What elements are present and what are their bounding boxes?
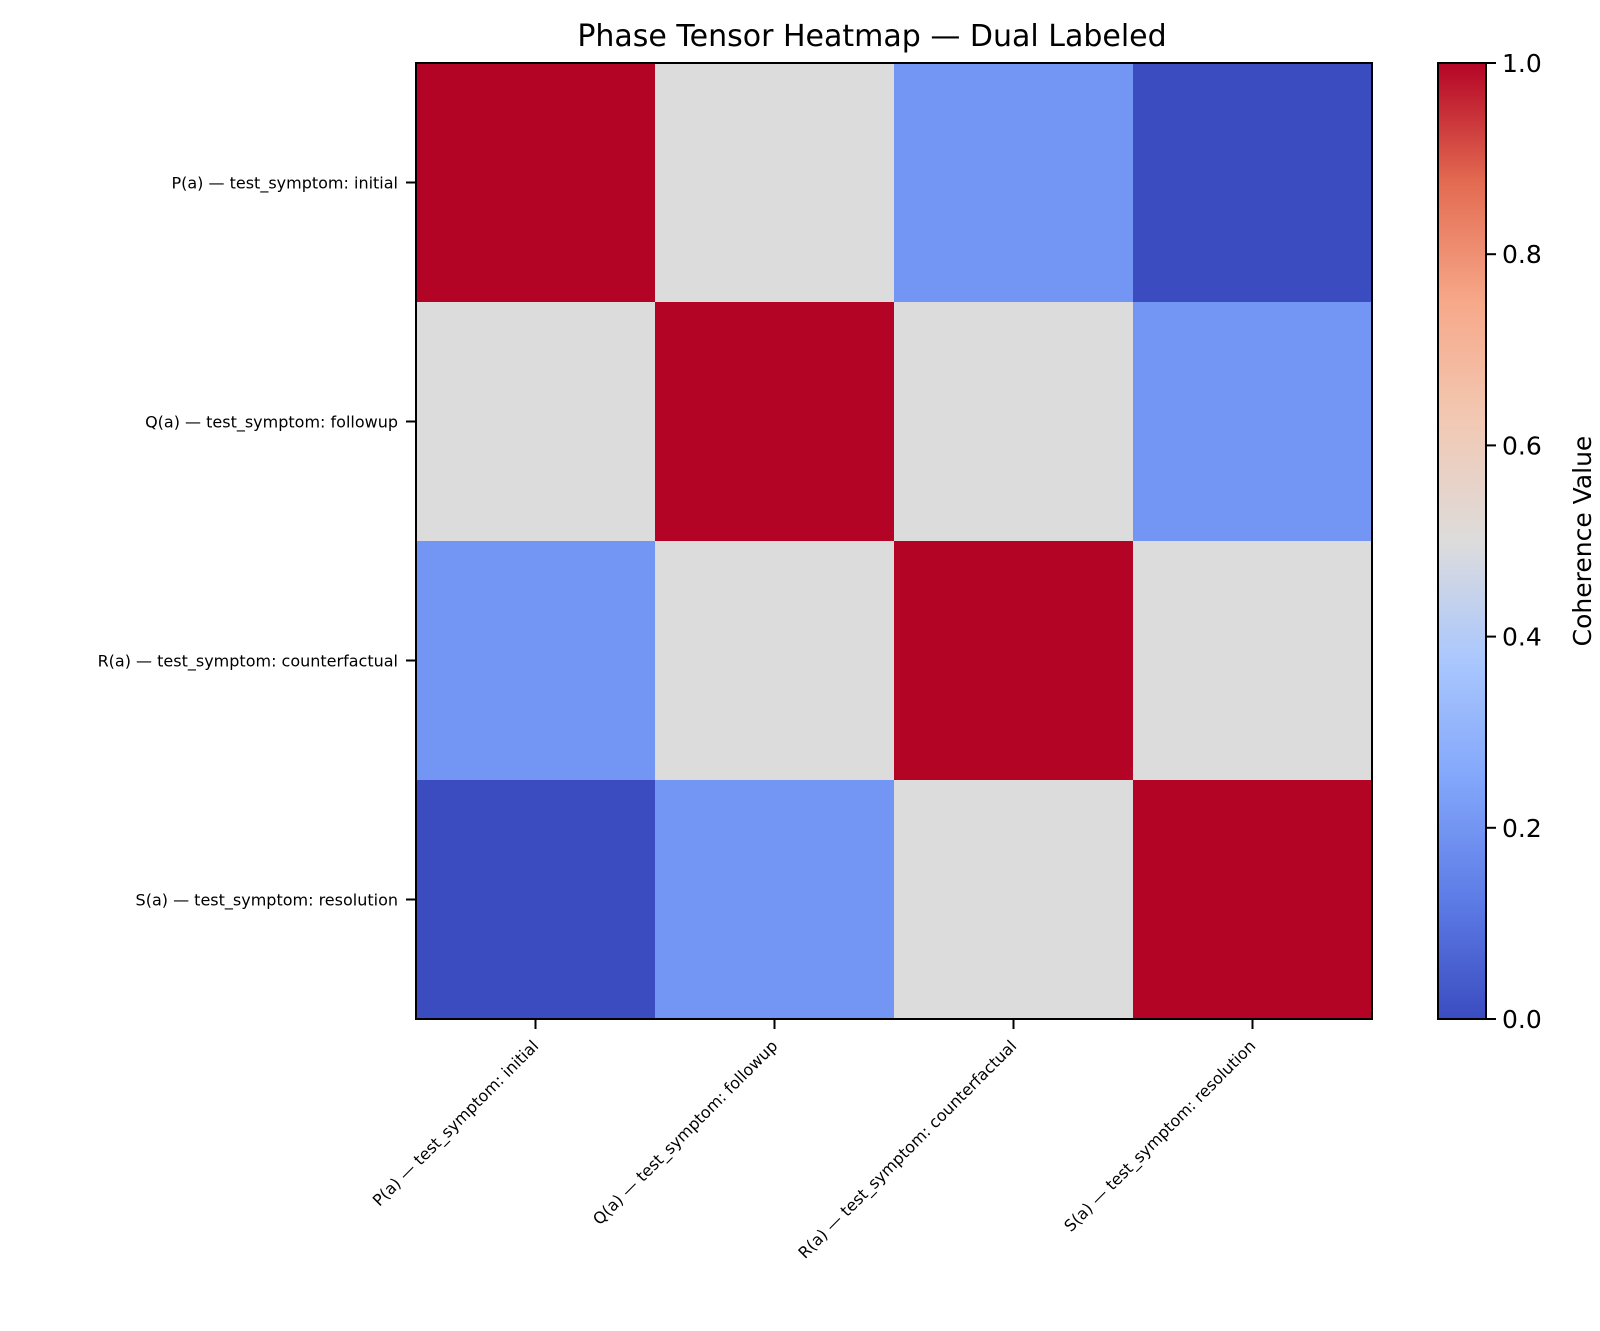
x-tick-label: S(a) — test_symptom: resolution bbox=[1060, 1036, 1260, 1236]
heatmap-cell-1-3 bbox=[1133, 302, 1373, 542]
colorbar-axis: 0.0 0.2 0.4 0.6 0.8 1.0 bbox=[1486, 49, 1542, 1034]
colorbar-tick-label: 0.2 bbox=[1502, 814, 1542, 843]
heatmap-cell-3-2 bbox=[894, 780, 1134, 1020]
heatmap-cell-0-2 bbox=[894, 63, 1134, 303]
heatmap-cell-2-1 bbox=[655, 541, 895, 781]
chart-title: Phase Tensor Heatmap — Dual Labeled bbox=[577, 19, 1166, 54]
heatmap-cell-3-3 bbox=[1133, 780, 1373, 1020]
heatmap-cell-2-0 bbox=[416, 541, 656, 781]
y-tick-label: Q(a) — test_symptom: followup bbox=[145, 413, 398, 433]
heatmap-cell-1-1 bbox=[655, 302, 895, 542]
plot-frame bbox=[415, 62, 1373, 1020]
colorbar-label: Coherence Value bbox=[1568, 436, 1597, 647]
colorbar-tick-label: 0.0 bbox=[1502, 1005, 1542, 1034]
heatmap-cell-1-2 bbox=[894, 302, 1134, 542]
y-tick-label: S(a) — test_symptom: resolution bbox=[136, 891, 398, 911]
y-tick-label: R(a) — test_symptom: counterfactual bbox=[98, 652, 398, 672]
heatmap-cell-1-0 bbox=[416, 302, 656, 542]
y-tick-label: P(a) — test_symptom: initial bbox=[171, 174, 398, 194]
x-tick-label: P(a) — test_symptom: initial bbox=[369, 1036, 543, 1210]
x-tick-label: R(a) — test_symptom: counterfactual bbox=[794, 1036, 1021, 1263]
heatmap-cell-0-0 bbox=[416, 63, 656, 303]
y-axis: P(a) — test_symptom: initial Q(a) — test_… bbox=[98, 174, 416, 911]
heatmap-cell-3-0 bbox=[416, 780, 656, 1020]
heatmap-cell-3-1 bbox=[655, 780, 895, 1020]
heatmap-cells bbox=[416, 63, 1373, 1020]
heatmap-cell-2-2 bbox=[894, 541, 1134, 781]
colorbar-tick-label: 0.4 bbox=[1502, 623, 1542, 652]
colorbar-tick-label: 1.0 bbox=[1502, 49, 1542, 78]
x-axis: P(a) — test_symptom: initial Q(a) — test_… bbox=[369, 1019, 1260, 1263]
colorbar bbox=[1437, 62, 1487, 1020]
heatmap-cell-0-3 bbox=[1133, 63, 1373, 303]
colorbar-tick-label: 0.6 bbox=[1502, 431, 1542, 460]
x-tick-label: Q(a) — test_symptom: followup bbox=[589, 1036, 782, 1229]
heatmap-cell-2-3 bbox=[1133, 541, 1373, 781]
heatmap-cell-0-1 bbox=[655, 63, 895, 303]
colorbar-tick-label: 0.8 bbox=[1502, 240, 1542, 269]
